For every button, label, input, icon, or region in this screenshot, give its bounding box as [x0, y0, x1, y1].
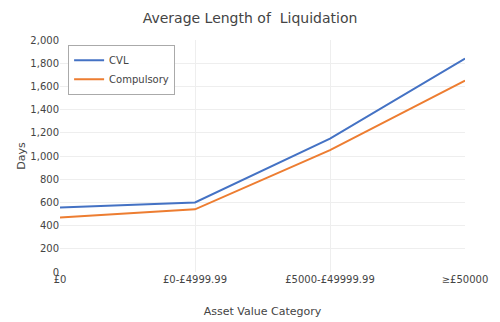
svg-text:Days: Days	[15, 142, 28, 170]
svg-text:£5000-£49999.99: £5000-£49999.99	[285, 274, 375, 285]
svg-text:CVL: CVL	[109, 55, 129, 66]
svg-text:200: 200	[40, 243, 59, 254]
svg-text:1,600: 1,600	[30, 81, 59, 92]
svg-text:0: 0	[53, 267, 59, 278]
svg-text:1,000: 1,000	[30, 151, 59, 162]
svg-text:£0: £0	[54, 274, 67, 285]
svg-text:≥£50000: ≥£50000	[442, 274, 489, 285]
svg-text:1,800: 1,800	[30, 58, 59, 69]
svg-text:Compulsory: Compulsory	[109, 74, 169, 85]
svg-text:600: 600	[40, 197, 59, 208]
svg-text:1,200: 1,200	[30, 127, 59, 138]
svg-text:800: 800	[40, 174, 59, 185]
svg-text:£0-£4999.99: £0-£4999.99	[163, 274, 227, 285]
svg-text:2,000: 2,000	[30, 35, 59, 46]
svg-text:Average Length of Liquidation: Average Length of Liquidation	[143, 10, 358, 26]
svg-text:1,400: 1,400	[30, 104, 59, 115]
svg-text:400: 400	[40, 220, 59, 231]
svg-text:Asset Value Category: Asset Value Category	[204, 305, 322, 318]
